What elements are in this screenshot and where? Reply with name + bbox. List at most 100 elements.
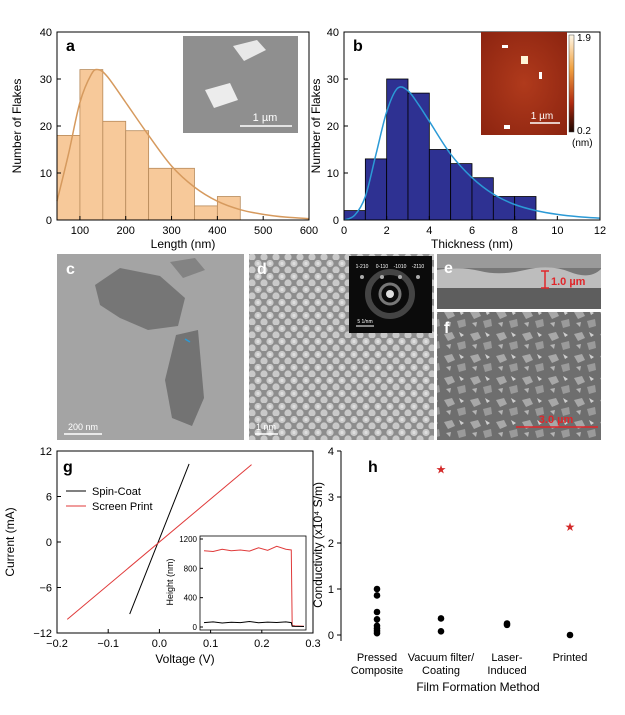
conductivity-point	[373, 608, 381, 616]
x-tick-label: 6	[469, 225, 475, 237]
sem-scale-label: 3.0 µm	[539, 414, 574, 426]
a-histogram-bar	[102, 120, 127, 221]
x-tick-label: 4	[426, 225, 432, 237]
sem-inset: 1 µm	[183, 36, 298, 133]
y-tick-label: 10	[40, 168, 52, 180]
x-tick-label: 500	[254, 225, 272, 237]
a-histogram-bar	[194, 205, 218, 221]
x-tick-label: 400	[208, 225, 226, 237]
fft-spot	[380, 275, 384, 279]
panel-c-tem-image: c 200 nm	[57, 254, 244, 440]
panel-b-xlabel: Thickness (nm)	[431, 237, 513, 251]
x-tick-label: 600	[300, 225, 318, 237]
inset-profile-spin-coat	[203, 620, 305, 628]
category-label: Pressed Composite	[351, 652, 404, 677]
x-tick-label: 0	[341, 225, 347, 237]
b-histogram-bar	[407, 92, 430, 221]
fft-scale-label: 5 1/nm	[357, 319, 372, 325]
film-layer	[437, 267, 601, 288]
afm-scale-label: 1 µm	[531, 111, 553, 122]
y-tick-label: −12	[33, 628, 52, 640]
panel-d-hrtem-image: 1-210 0-110 -1010 -2110 5 1/nm d 1 nm	[249, 254, 434, 440]
category-label: Laser-Induced	[487, 652, 526, 677]
y-tick-label: 20	[40, 121, 52, 133]
y-tick-label: 12	[40, 446, 52, 458]
y-tick-label: 3	[328, 492, 334, 504]
a-histogram-bar	[125, 130, 150, 221]
panel-h-conductivity: ★ ★ 0 1 2 3 4 h Film Formation Method Conduct…	[311, 446, 587, 694]
substrate	[437, 288, 601, 309]
panel-g-ylabel: Current (mA)	[3, 507, 17, 576]
conductivity-point	[373, 616, 381, 623]
y-tick-label: 0	[328, 630, 334, 642]
afm-flake	[539, 72, 542, 79]
conductivity-point	[373, 629, 381, 637]
a-histogram-bar	[56, 134, 81, 221]
fft-ring	[378, 282, 402, 306]
panel-f-sem-top-view: 3.0 µm f	[437, 312, 601, 440]
conductivity-point	[373, 585, 381, 593]
y-tick-label: 0	[46, 537, 52, 549]
b-histogram-bar	[386, 78, 409, 221]
b-histogram-bar	[428, 149, 452, 221]
x-tick-label: 10	[551, 225, 563, 237]
y-tick-label: 30	[327, 74, 339, 86]
y-tick-label: 40	[327, 27, 339, 39]
b-histogram-bar	[364, 158, 388, 221]
panel-a-ylabel: Number of Flakes	[10, 79, 24, 174]
thickness-fit-curve	[343, 86, 601, 221]
x-tick-label: 0.3	[305, 638, 320, 650]
legend-label-screen-print: Screen Print	[92, 501, 153, 513]
colorbar-unit: (nm)	[572, 138, 593, 149]
a-histogram-bar	[148, 167, 172, 221]
panel-a-histogram: 100 200 300 400 500 600 0 10 20 30 40 a Length (nm…	[10, 27, 318, 251]
fft-center	[386, 290, 394, 298]
thickness-label: 1.0 µm	[551, 276, 586, 288]
panel-b-ylabel: Number of Flakes	[309, 79, 323, 174]
panel-a-xlabel: Length (nm)	[151, 237, 216, 251]
afm-flake	[504, 125, 510, 129]
b-histogram-bar	[450, 163, 473, 221]
panel-c-letter: c	[66, 261, 75, 278]
panel-e-sem-cross-section: 1.0 µm e	[437, 254, 601, 309]
conductivity-point	[437, 628, 445, 635]
y-tick-label: 20	[327, 121, 339, 133]
inset-y-tick-label: 0	[193, 623, 198, 632]
tem-marker	[184, 338, 191, 343]
x-tick-label: 12	[594, 225, 606, 237]
tem-flake	[170, 258, 205, 278]
iv-line-screen-print	[66, 464, 252, 620]
legend-label-spin-coat: Spin-Coat	[92, 486, 141, 498]
inset-scale-label: 1 µm	[253, 112, 278, 124]
panel-g-letter: g	[63, 459, 73, 476]
y-tick-label: 2	[328, 538, 334, 550]
a-histogram-bar	[171, 167, 195, 221]
y-tick-label: 30	[40, 74, 52, 86]
highlight-star-marker: ★	[565, 520, 576, 534]
fft-label: 1-210	[356, 264, 369, 270]
x-tick-label: 100	[71, 225, 89, 237]
y-tick-label: 40	[40, 27, 52, 39]
y-tick-label: −6	[39, 583, 52, 595]
afm-flake	[502, 45, 508, 48]
x-tick-label: −0.2	[46, 638, 68, 650]
fft-spot	[398, 275, 402, 279]
fft-spot	[360, 275, 364, 279]
fft-ring	[365, 269, 415, 319]
colorbar-min: 0.2	[577, 126, 591, 137]
inset-ylabel: Height (nm)	[165, 558, 175, 605]
inset-y-tick-label: 1200	[179, 535, 197, 544]
y-tick-label: 0	[46, 215, 52, 227]
highlight-star-marker: ★	[436, 462, 447, 476]
afm-inset: 1 µm 1.9 0.2 (nm)	[481, 32, 593, 149]
panel-g-xlabel: Voltage (V)	[155, 652, 214, 666]
conductivity-point	[437, 615, 445, 622]
category-label: Vacuum filter/Coating	[408, 652, 475, 677]
conductivity-point	[373, 592, 381, 599]
panel-h-letter: h	[368, 459, 378, 476]
y-tick-label: 4	[328, 446, 334, 458]
panel-a-letter: a	[66, 38, 75, 55]
colorbar-max: 1.9	[577, 33, 591, 44]
y-tick-label: 0	[333, 215, 339, 227]
